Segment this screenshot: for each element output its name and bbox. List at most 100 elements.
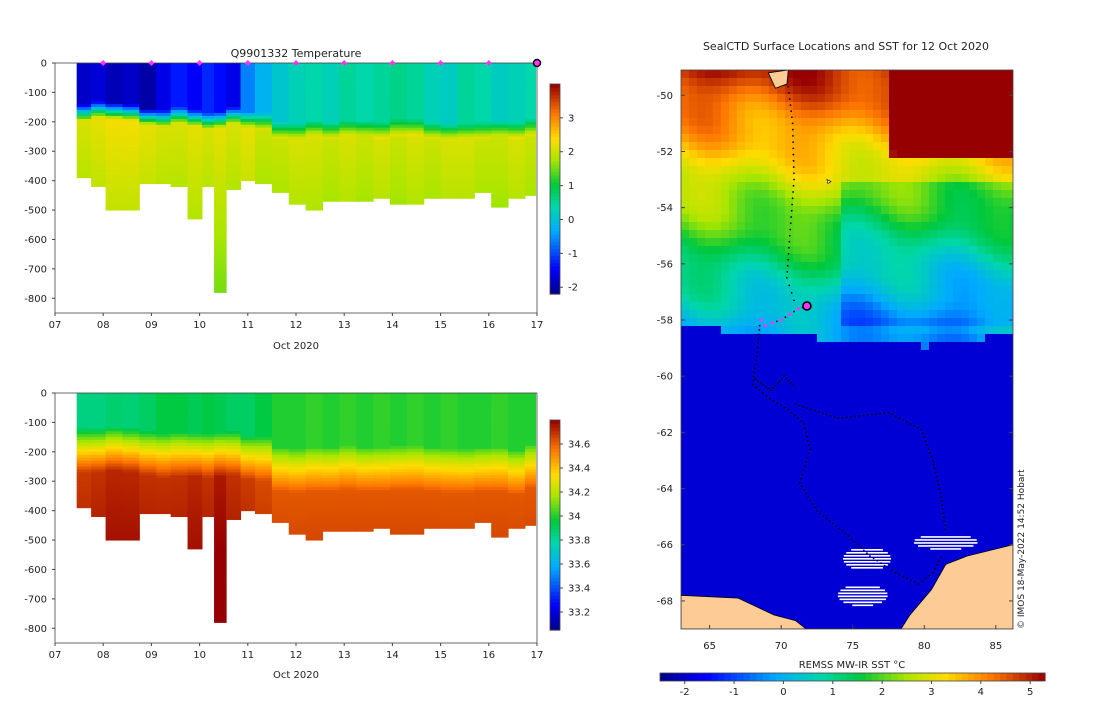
sst-cell xyxy=(713,254,721,262)
sst-cell xyxy=(713,414,721,422)
profile-cell xyxy=(106,437,123,440)
sst-cell xyxy=(857,454,865,462)
sst-cell xyxy=(705,294,713,302)
profile-cell xyxy=(241,104,256,107)
profile-cell xyxy=(474,119,491,122)
sst-cell xyxy=(841,246,849,254)
salinity-colorbar-swatch xyxy=(550,571,560,575)
profile-cell xyxy=(77,72,92,75)
sst-cell xyxy=(905,150,913,158)
sst-cell xyxy=(825,326,833,334)
profile-cell xyxy=(139,487,156,490)
profile-cell xyxy=(339,411,356,414)
profile-cell xyxy=(525,75,536,78)
profile-cell xyxy=(226,449,241,452)
profile-cell xyxy=(306,431,323,434)
sst-cell xyxy=(721,198,729,206)
sst-cell xyxy=(897,382,905,390)
sst-cell xyxy=(889,406,897,414)
y-tick-label: -100 xyxy=(24,418,47,429)
profile-cell xyxy=(156,502,171,505)
profile-cell xyxy=(188,472,203,475)
sst-cell xyxy=(977,166,985,174)
profile-cell xyxy=(156,95,171,98)
x-tick-label: 10 xyxy=(193,320,206,331)
sst-cell xyxy=(689,134,697,142)
profile-cell xyxy=(139,449,156,452)
profile-cell xyxy=(171,75,188,78)
profile-cell xyxy=(441,446,458,449)
sst-cell xyxy=(937,182,945,190)
sst-cell xyxy=(905,302,913,310)
profile-cell xyxy=(356,195,373,198)
sst-cell xyxy=(697,454,705,462)
sst-cell xyxy=(873,94,881,102)
profile-cell xyxy=(356,131,373,134)
sst-cell xyxy=(705,454,713,462)
profile-cell xyxy=(491,519,508,522)
sst-cell xyxy=(849,270,857,278)
sst-cell xyxy=(913,270,921,278)
sst-cell xyxy=(769,310,777,318)
profile-cell xyxy=(255,125,272,128)
sst-cell xyxy=(857,246,865,254)
sst-cell xyxy=(889,78,897,86)
sst-cell xyxy=(817,318,825,326)
profile-cell xyxy=(424,75,441,78)
temperature-colorbar-swatch xyxy=(550,147,560,151)
sst-cell xyxy=(697,126,705,134)
profile-cell xyxy=(508,78,525,81)
profile-cell xyxy=(390,419,407,422)
profile-cell xyxy=(289,475,306,478)
sst-cell xyxy=(929,150,937,158)
profile-cell xyxy=(424,195,441,198)
sst-cell xyxy=(721,78,729,86)
sst-cell xyxy=(873,254,881,262)
sst-cell xyxy=(713,430,721,438)
sst-cell xyxy=(953,118,961,126)
sst-cell xyxy=(889,262,897,270)
profile-cell xyxy=(77,428,92,431)
sst-cell xyxy=(985,86,993,94)
sst-cell xyxy=(817,366,825,374)
profile-cell xyxy=(306,467,323,470)
profile-cell xyxy=(390,481,407,484)
profile-cell xyxy=(390,119,407,122)
sst-cell xyxy=(889,390,897,398)
profile-cell xyxy=(457,396,474,399)
profile-cell xyxy=(77,411,92,414)
profile-cell xyxy=(525,178,536,181)
sst-cell xyxy=(729,102,737,110)
profile-cell xyxy=(77,63,92,66)
profile-cell xyxy=(122,178,139,181)
sst-cell xyxy=(681,390,689,398)
sst-cell xyxy=(761,270,769,278)
profile-cell xyxy=(188,484,203,487)
profile-cell xyxy=(491,145,508,148)
profile-cell xyxy=(91,393,106,396)
profile-cell xyxy=(214,396,227,399)
sst-cell xyxy=(761,118,769,126)
profile-cell xyxy=(106,505,123,508)
sst-cell xyxy=(977,350,985,358)
profile-cell xyxy=(525,455,536,458)
profile-cell xyxy=(106,514,123,517)
sst-cell xyxy=(753,142,761,150)
profile-cell xyxy=(508,72,525,75)
profile-cell xyxy=(139,467,156,470)
profile-cell xyxy=(188,452,203,455)
sst-cell xyxy=(713,86,721,94)
sst-cell xyxy=(921,214,929,222)
sst-cell xyxy=(697,406,705,414)
sst-cell xyxy=(817,342,825,350)
profile-cell xyxy=(508,131,525,134)
profile-cell xyxy=(424,519,441,522)
sst-cell xyxy=(809,166,817,174)
profile-cell xyxy=(289,517,306,520)
sst-cell xyxy=(969,214,977,222)
profile-cell xyxy=(390,487,407,490)
sst-cell xyxy=(841,326,849,334)
sst-cell xyxy=(961,150,969,158)
sst-cell xyxy=(841,286,849,294)
